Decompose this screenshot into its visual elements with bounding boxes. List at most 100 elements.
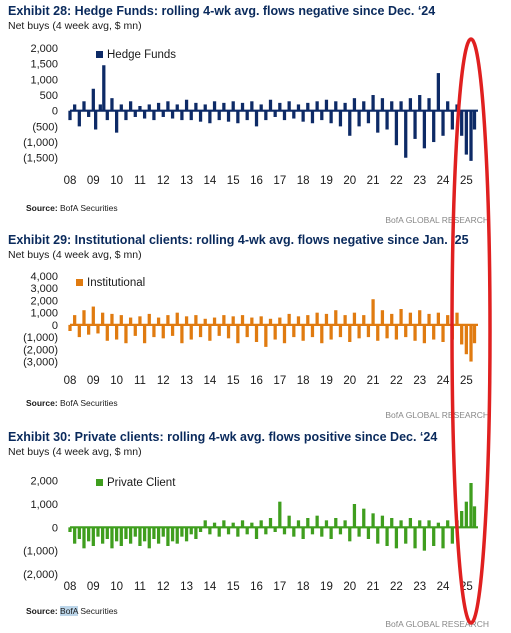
private-client-chart: 2,000 1,000 0 (1,000) (2,000) 08 09 10 11 12 13 14 1… (23, 476, 478, 593)
data-bar (156, 102, 161, 111)
data-bar (413, 527, 417, 549)
data-bar (180, 324, 184, 344)
data-bar (82, 310, 86, 325)
data-bar (380, 98, 385, 111)
institutional-chart: 4,0003,0002,0001,0000(1,000)(2,000)(3,00… (23, 271, 478, 387)
data-bar (98, 104, 102, 111)
data-bar (446, 101, 450, 111)
data-bar (301, 527, 305, 539)
data-bar (380, 310, 385, 325)
y-tick-label: 500 (40, 90, 58, 102)
data-bar (152, 527, 156, 539)
data-bar (77, 527, 81, 539)
data-bar (264, 324, 268, 347)
data-bar (441, 324, 445, 342)
data-bar (166, 527, 170, 546)
data-bar (133, 527, 137, 537)
data-bar (385, 527, 389, 546)
data-bar (91, 88, 95, 111)
data-bar (306, 102, 310, 111)
data-bar (282, 324, 287, 344)
exhibit-title: Exhibit 29: Institutional clients: rolli… (8, 233, 469, 247)
data-bar (212, 317, 217, 325)
data-bar (273, 324, 277, 340)
data-bar (105, 324, 109, 341)
x-tick-label: 20 (343, 375, 356, 387)
data-bar (418, 95, 422, 111)
x-tick-label: 13 (180, 581, 193, 593)
data-bar (427, 520, 431, 528)
x-tick-label: 19 (320, 581, 333, 593)
data-bar (348, 324, 352, 342)
x-tick-label: 18 (297, 581, 310, 593)
data-bar (222, 102, 226, 111)
x-tick-label: 14 (203, 581, 216, 593)
data-bar (147, 313, 151, 325)
data-bar (231, 522, 235, 528)
x-tick-label: 11 (134, 375, 146, 387)
data-bar (152, 110, 156, 121)
data-bar (82, 527, 86, 549)
data-bar (315, 515, 319, 528)
x-tick-label: 10 (110, 175, 123, 187)
data-bar (352, 98, 357, 111)
data-bar (170, 324, 175, 336)
data-bar (119, 104, 123, 111)
data-bar (385, 110, 389, 130)
data-bar (366, 527, 371, 539)
data-bar (334, 101, 338, 111)
data-bar (464, 501, 468, 528)
data-bar (152, 324, 156, 338)
data-bar (128, 317, 133, 325)
data-bar (110, 313, 114, 325)
x-tick-label: 10 (110, 375, 123, 387)
data-bar (245, 527, 249, 535)
data-bar (184, 99, 189, 111)
data-bar (287, 313, 291, 325)
source-text: BofA Securities (57, 398, 118, 408)
data-bar (343, 520, 347, 528)
data-bar (166, 101, 170, 111)
data-bar (436, 73, 440, 111)
data-bar (362, 101, 366, 111)
x-tick-label: 17 (273, 375, 286, 387)
data-bar (208, 110, 212, 124)
data-bar (212, 101, 217, 111)
x-tick-label: 23 (413, 375, 426, 387)
data-bar (343, 315, 347, 325)
data-bar (68, 324, 72, 331)
data-bar (194, 315, 198, 325)
x-tick-label: 21 (367, 175, 380, 187)
data-bar (441, 527, 445, 549)
data-bar (282, 110, 287, 121)
data-bar (315, 101, 319, 111)
data-bar (357, 110, 361, 127)
data-bar (245, 324, 249, 338)
x-tick-label: 25 (460, 581, 473, 593)
legend-swatch (76, 279, 83, 286)
x-tick-label: 13 (180, 175, 193, 187)
data-bar (427, 98, 431, 111)
x-tick-label: 13 (180, 375, 193, 387)
data-bar (236, 527, 240, 537)
data-bar (254, 527, 259, 539)
data-bar (189, 527, 193, 535)
data-bar (352, 504, 357, 528)
data-bar (240, 102, 245, 111)
data-bar (287, 101, 291, 111)
data-bar (82, 101, 86, 111)
data-bar (394, 324, 399, 340)
source-note: Source: BofA Securities (26, 398, 118, 408)
source-note: Source: BofA Securities (26, 203, 118, 213)
data-bar (105, 527, 109, 539)
source-text: Securities (78, 606, 118, 616)
data-bar (226, 527, 231, 535)
data-bar (142, 527, 147, 542)
x-tick-label: 23 (413, 581, 426, 593)
data-bar (184, 527, 189, 542)
y-tick-label: 4,000 (30, 271, 58, 283)
x-tick-label: 19 (320, 175, 333, 187)
data-bar (198, 110, 203, 122)
x-tick-label: 18 (297, 175, 310, 187)
data-bar (231, 316, 235, 325)
